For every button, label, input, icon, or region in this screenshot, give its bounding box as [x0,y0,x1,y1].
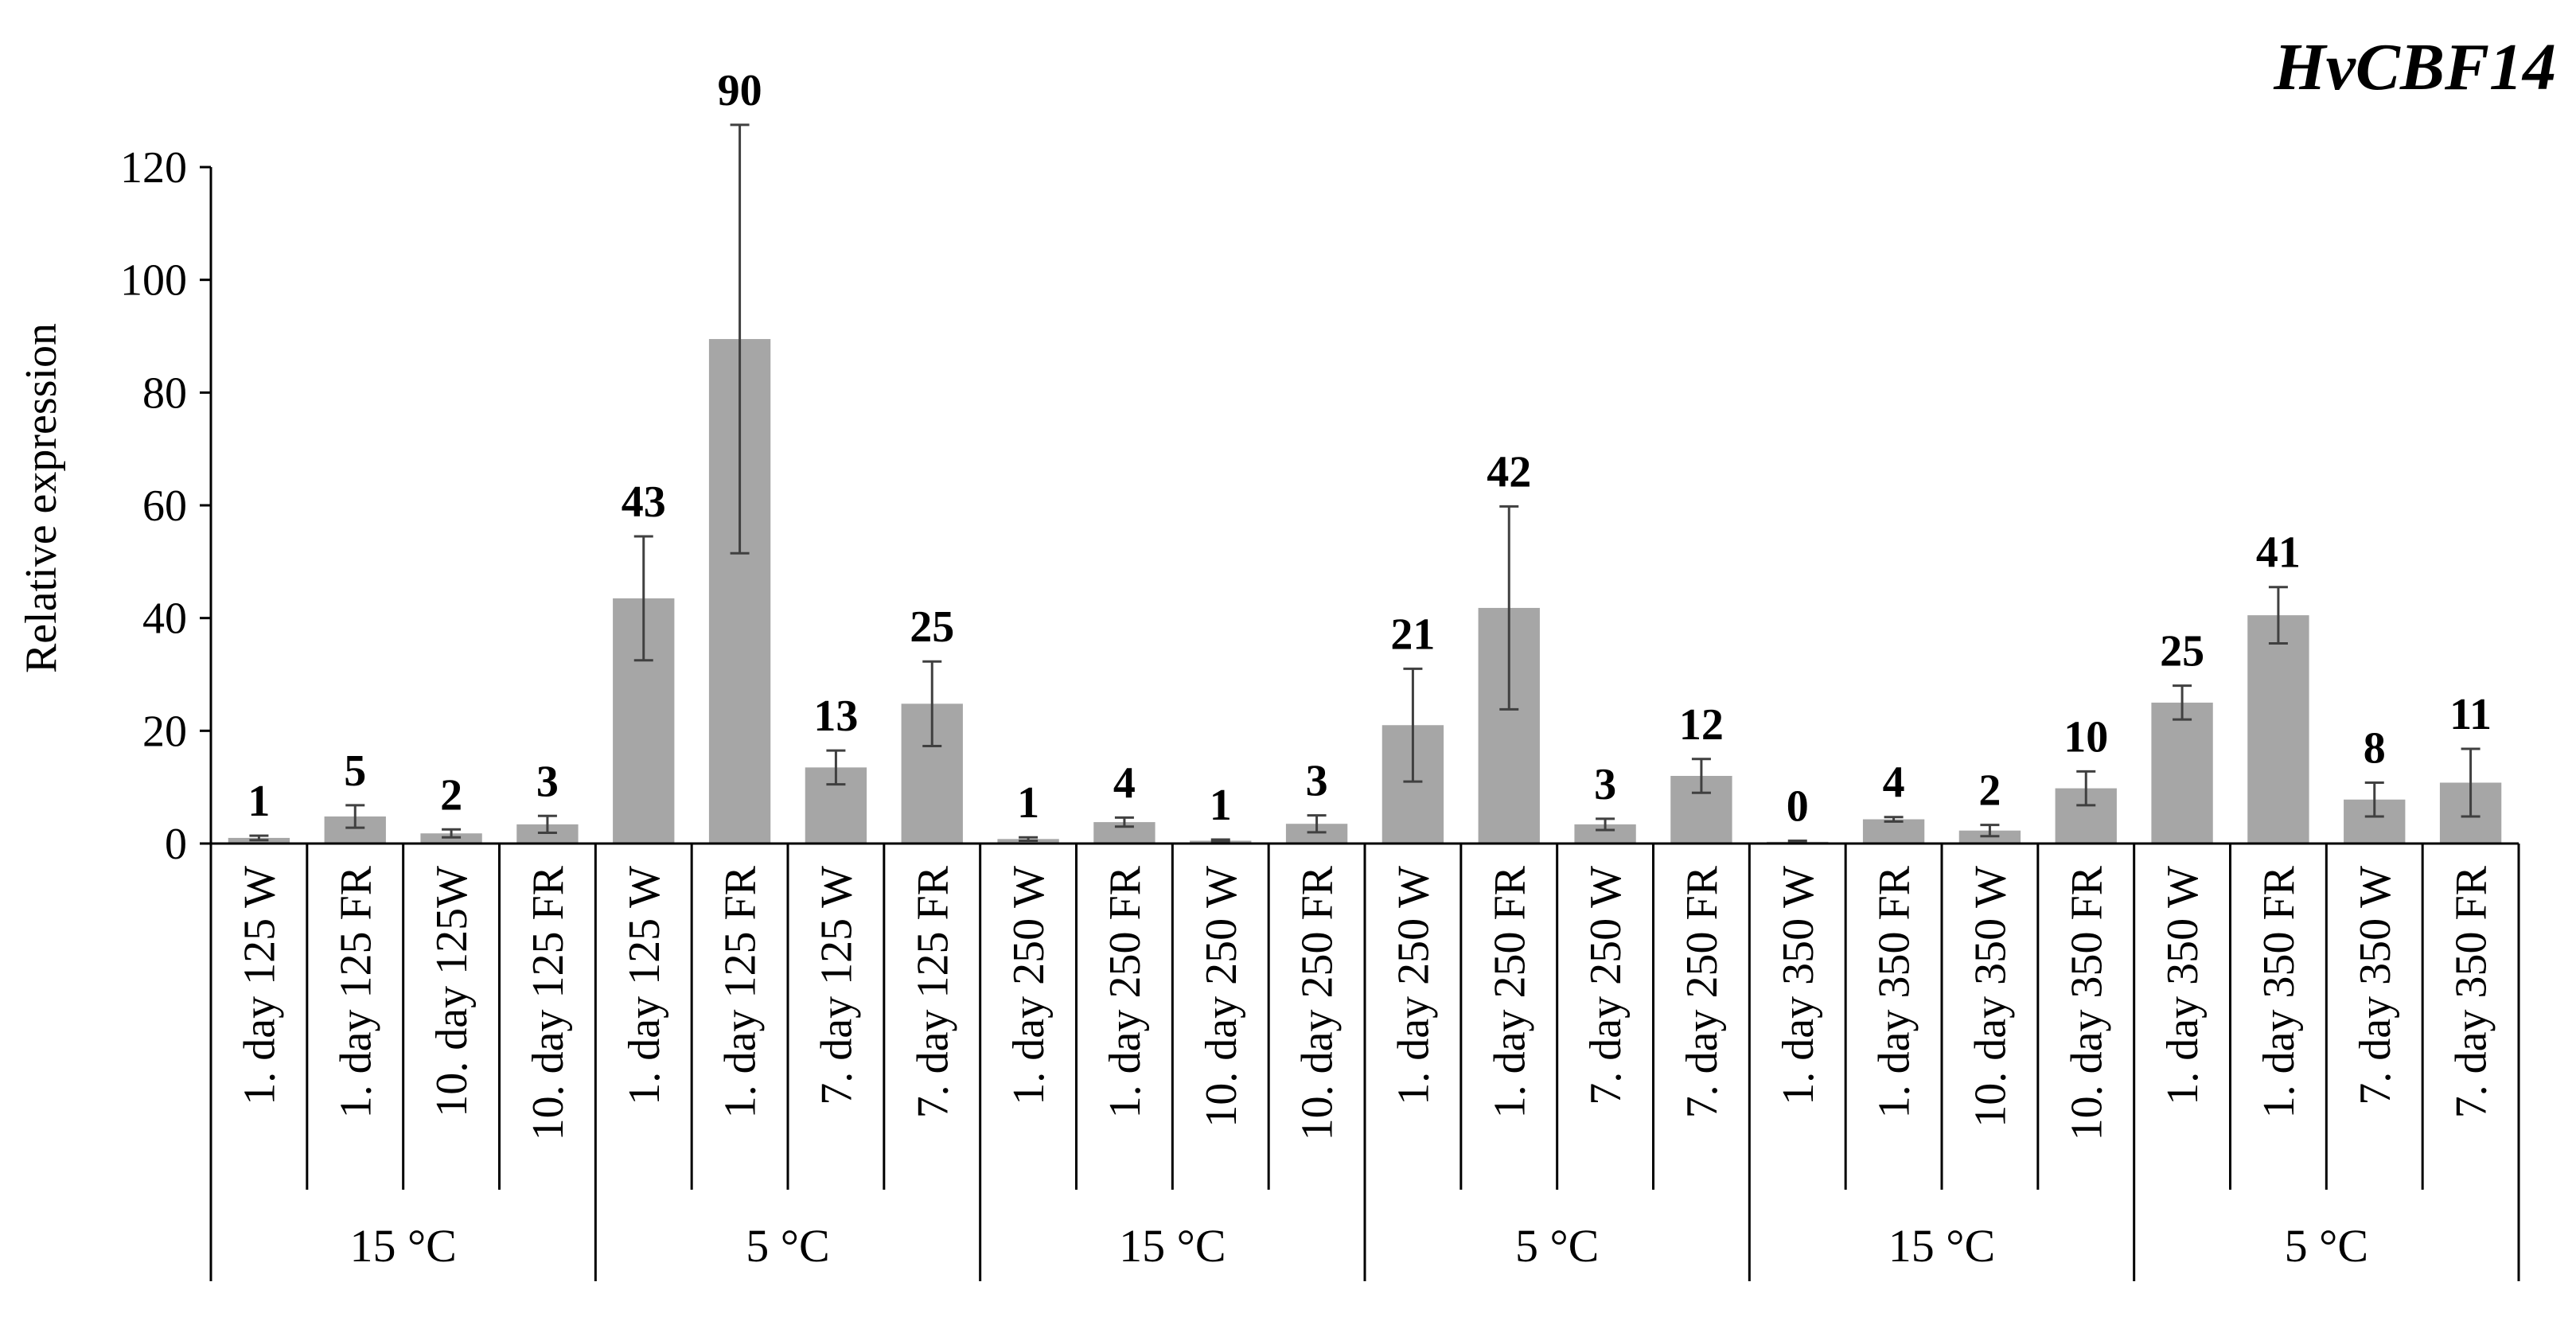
y-tick-label: 120 [120,143,187,193]
data-label: 25 [910,602,954,652]
category-label: 7. day 125 W [812,866,861,1105]
y-tick-label: 80 [142,368,187,418]
data-label: 5 [344,746,366,796]
category-label: 1. day 350 W [2158,866,2208,1105]
category-label: 1. day 350 FR [2254,865,2304,1118]
category-label: 10. day 350 W [1966,866,2015,1128]
data-label: 1 [1210,781,1232,830]
data-label: 1 [1017,778,1039,828]
category-label: 7. day 350 W [2351,866,2400,1105]
category-label: 7. day 125 FR [908,865,957,1118]
category-label: 1. day 125 FR [716,865,766,1118]
category-label: 1. day 125 W [235,866,284,1105]
y-tick-label: 100 [120,256,187,306]
group-label: 15 °C [349,1220,456,1272]
category-label: 1. day 125 W [620,866,669,1105]
data-label: 3 [1594,760,1616,809]
category-label: 1. day 350 W [1774,866,1823,1105]
category-label: 1. day 250 W [1004,866,1054,1105]
y-axis-label: Relative expression [17,323,66,673]
category-label: 10. day 350 FR [2062,865,2111,1140]
data-label: 3 [1306,757,1328,806]
data-label: 1 [247,777,270,826]
data-label: 3 [536,757,559,806]
category-label: 10. day 125 FR [524,865,573,1140]
data-label: 25 [2160,627,2204,676]
category-label: 7. day 250 FR [1678,865,1727,1118]
bar [2151,702,2213,844]
data-label: 90 [718,66,762,115]
data-label: 42 [1487,447,1531,497]
y-tick-label: 20 [142,707,187,756]
data-label: 4 [1113,758,1136,808]
category-label: 10. day 125W [427,866,477,1117]
group-label: 5 °C [1515,1220,1599,1272]
data-label: 4 [1883,758,1905,808]
data-label: 21 [1390,610,1435,659]
data-label: 43 [622,477,666,527]
y-tick-label: 60 [142,481,187,531]
y-tick-label: 0 [165,820,187,869]
group-label: 5 °C [2285,1220,2368,1272]
data-label: 41 [2256,528,2301,578]
category-label: 1. day 350 FR [1870,865,1919,1118]
category-label: 7. day 250 W [1581,866,1631,1105]
data-label: 12 [1679,700,1724,750]
category-label: 7. day 350 FR [2447,865,2496,1118]
category-label: 1. day 250 FR [1101,865,1150,1118]
data-label: 10 [2064,712,2108,762]
data-label: 2 [440,770,462,820]
data-label: 2 [1978,766,2001,816]
group-label: 15 °C [1119,1220,1226,1272]
group-label: 15 °C [1888,1220,1995,1272]
data-label: 8 [2364,724,2386,774]
data-label: 13 [813,692,858,741]
category-label: 10. day 250 W [1197,866,1246,1128]
y-tick-label: 40 [142,594,187,644]
data-label: 0 [1787,781,1809,831]
category-label: 10. day 250 FR [1293,865,1343,1140]
chart-title: HvCBF14 [2273,30,2556,104]
group-label: 5 °C [746,1220,829,1272]
category-label: 1. day 125 FR [331,865,380,1118]
bar [2247,615,2309,844]
category-label: 1. day 250 FR [1485,865,1534,1118]
bar [1862,819,1925,844]
data-label: 11 [2449,690,2492,739]
category-label: 1. day 250 W [1389,866,1438,1105]
